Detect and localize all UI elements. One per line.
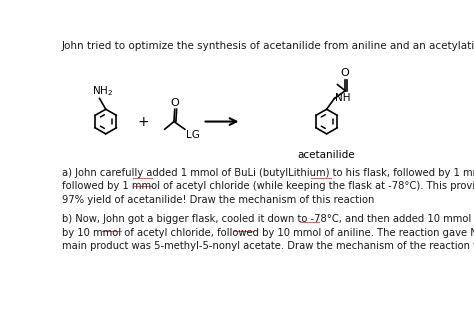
Text: acetanilide: acetanilide — [298, 150, 356, 160]
Text: a) John carefully added 1 mmol of BuLi (butylLithium) to his flask, followed by : a) John carefully added 1 mmol of BuLi (… — [62, 168, 474, 205]
Text: +: + — [137, 115, 149, 129]
Text: NH: NH — [335, 93, 351, 103]
Text: NH$_2$: NH$_2$ — [92, 84, 113, 98]
Text: b) Now, John got a bigger flask, cooled it down to -78°C, and then added 10 mmol: b) Now, John got a bigger flask, cooled … — [62, 214, 474, 251]
Text: LG: LG — [186, 130, 200, 140]
Text: John tried to optimize the synthesis of acetanilide from aniline and an acetylat: John tried to optimize the synthesis of … — [62, 41, 474, 51]
Text: O: O — [170, 98, 179, 108]
Text: O: O — [341, 68, 350, 78]
